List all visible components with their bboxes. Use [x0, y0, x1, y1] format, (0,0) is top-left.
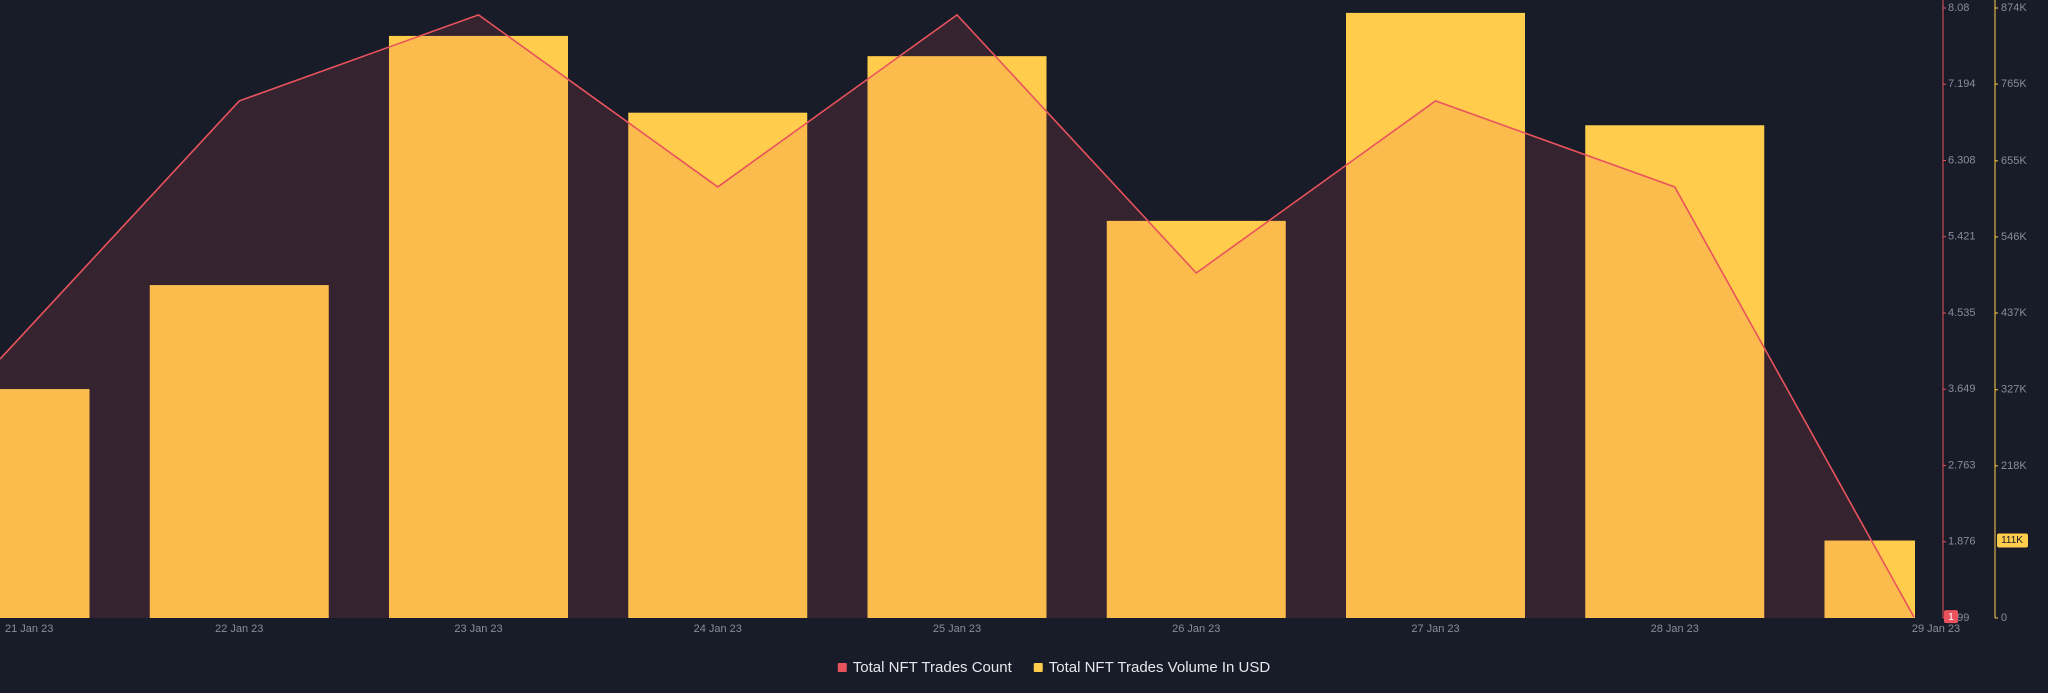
- bar: [149, 285, 329, 618]
- y-tick-label: 8.08: [1948, 2, 1969, 14]
- y-tick-label: 4.535: [1948, 307, 1976, 319]
- x-tick-label: 26 Jan 23: [1172, 623, 1220, 635]
- bar: [628, 112, 808, 618]
- x-tick-label: 23 Jan 23: [454, 623, 502, 635]
- y2-tick-label: 327K: [2001, 384, 2027, 396]
- bar: [1824, 540, 1915, 618]
- value-badge: [1997, 533, 2028, 548]
- bar: [867, 56, 1047, 618]
- bar: [0, 389, 90, 618]
- legend: Total NFT Trades Count Total NFT Trades V…: [837, 659, 1271, 676]
- y2-tick-label: 437K: [2001, 307, 2027, 319]
- x-tick-label: 25 Jan 23: [933, 623, 981, 635]
- y2-tick-label: 655K: [2001, 155, 2027, 167]
- y2-tick-label: 546K: [2001, 231, 2027, 243]
- y-tick-label: 5.421: [1948, 231, 1976, 243]
- legend-swatch: [1033, 663, 1043, 672]
- y2-tick-label: 0: [2001, 612, 2007, 624]
- x-tick-label: 24 Jan 23: [694, 623, 742, 635]
- bar: [1346, 12, 1525, 618]
- y2-tick-label: 874K: [2001, 2, 2027, 14]
- y-tick-label: 1.876: [1948, 536, 1976, 548]
- bar: [1106, 220, 1286, 618]
- y2-tick-label: 218K: [2001, 460, 2027, 472]
- legend-label: Total NFT Trades Volume In USD: [1049, 659, 1271, 676]
- legend-item: Total NFT Trades Count: [837, 659, 1013, 676]
- legend-item: Total NFT Trades Volume In USD: [1033, 659, 1271, 676]
- axes: 0.991.8762.7633.6494.5355.4216.3087.1948…: [5, 0, 2028, 635]
- bar: [1585, 125, 1765, 618]
- y-tick-label: 3.649: [1948, 383, 1976, 395]
- x-tick-label: 21 Jan 23: [5, 623, 53, 635]
- line: [0, 13, 1915, 618]
- x-tick-label: 29 Jan 23: [1912, 623, 1960, 635]
- y2-tick-label: 765K: [2001, 78, 2027, 90]
- y-tick-label: 2.763: [1948, 459, 1976, 471]
- plot-area: [0, 12, 1915, 618]
- value-label: 1: [1948, 612, 1954, 623]
- x-tick-label: 22 Jan 23: [215, 623, 263, 635]
- x-tick-label: 27 Jan 23: [1411, 623, 1459, 635]
- legend-swatch: [837, 663, 847, 672]
- line-area: [0, 14, 1914, 618]
- y-tick-label: 7.194: [1948, 78, 1976, 90]
- legend-label: Total NFT Trades Count: [853, 659, 1013, 676]
- x-tick-label: 28 Jan 23: [1651, 623, 1699, 635]
- value-label: 111K: [2001, 535, 2023, 546]
- value-badge: [1944, 610, 1958, 624]
- y-tick-label: 6.308: [1948, 154, 1976, 166]
- bar: [389, 35, 568, 618]
